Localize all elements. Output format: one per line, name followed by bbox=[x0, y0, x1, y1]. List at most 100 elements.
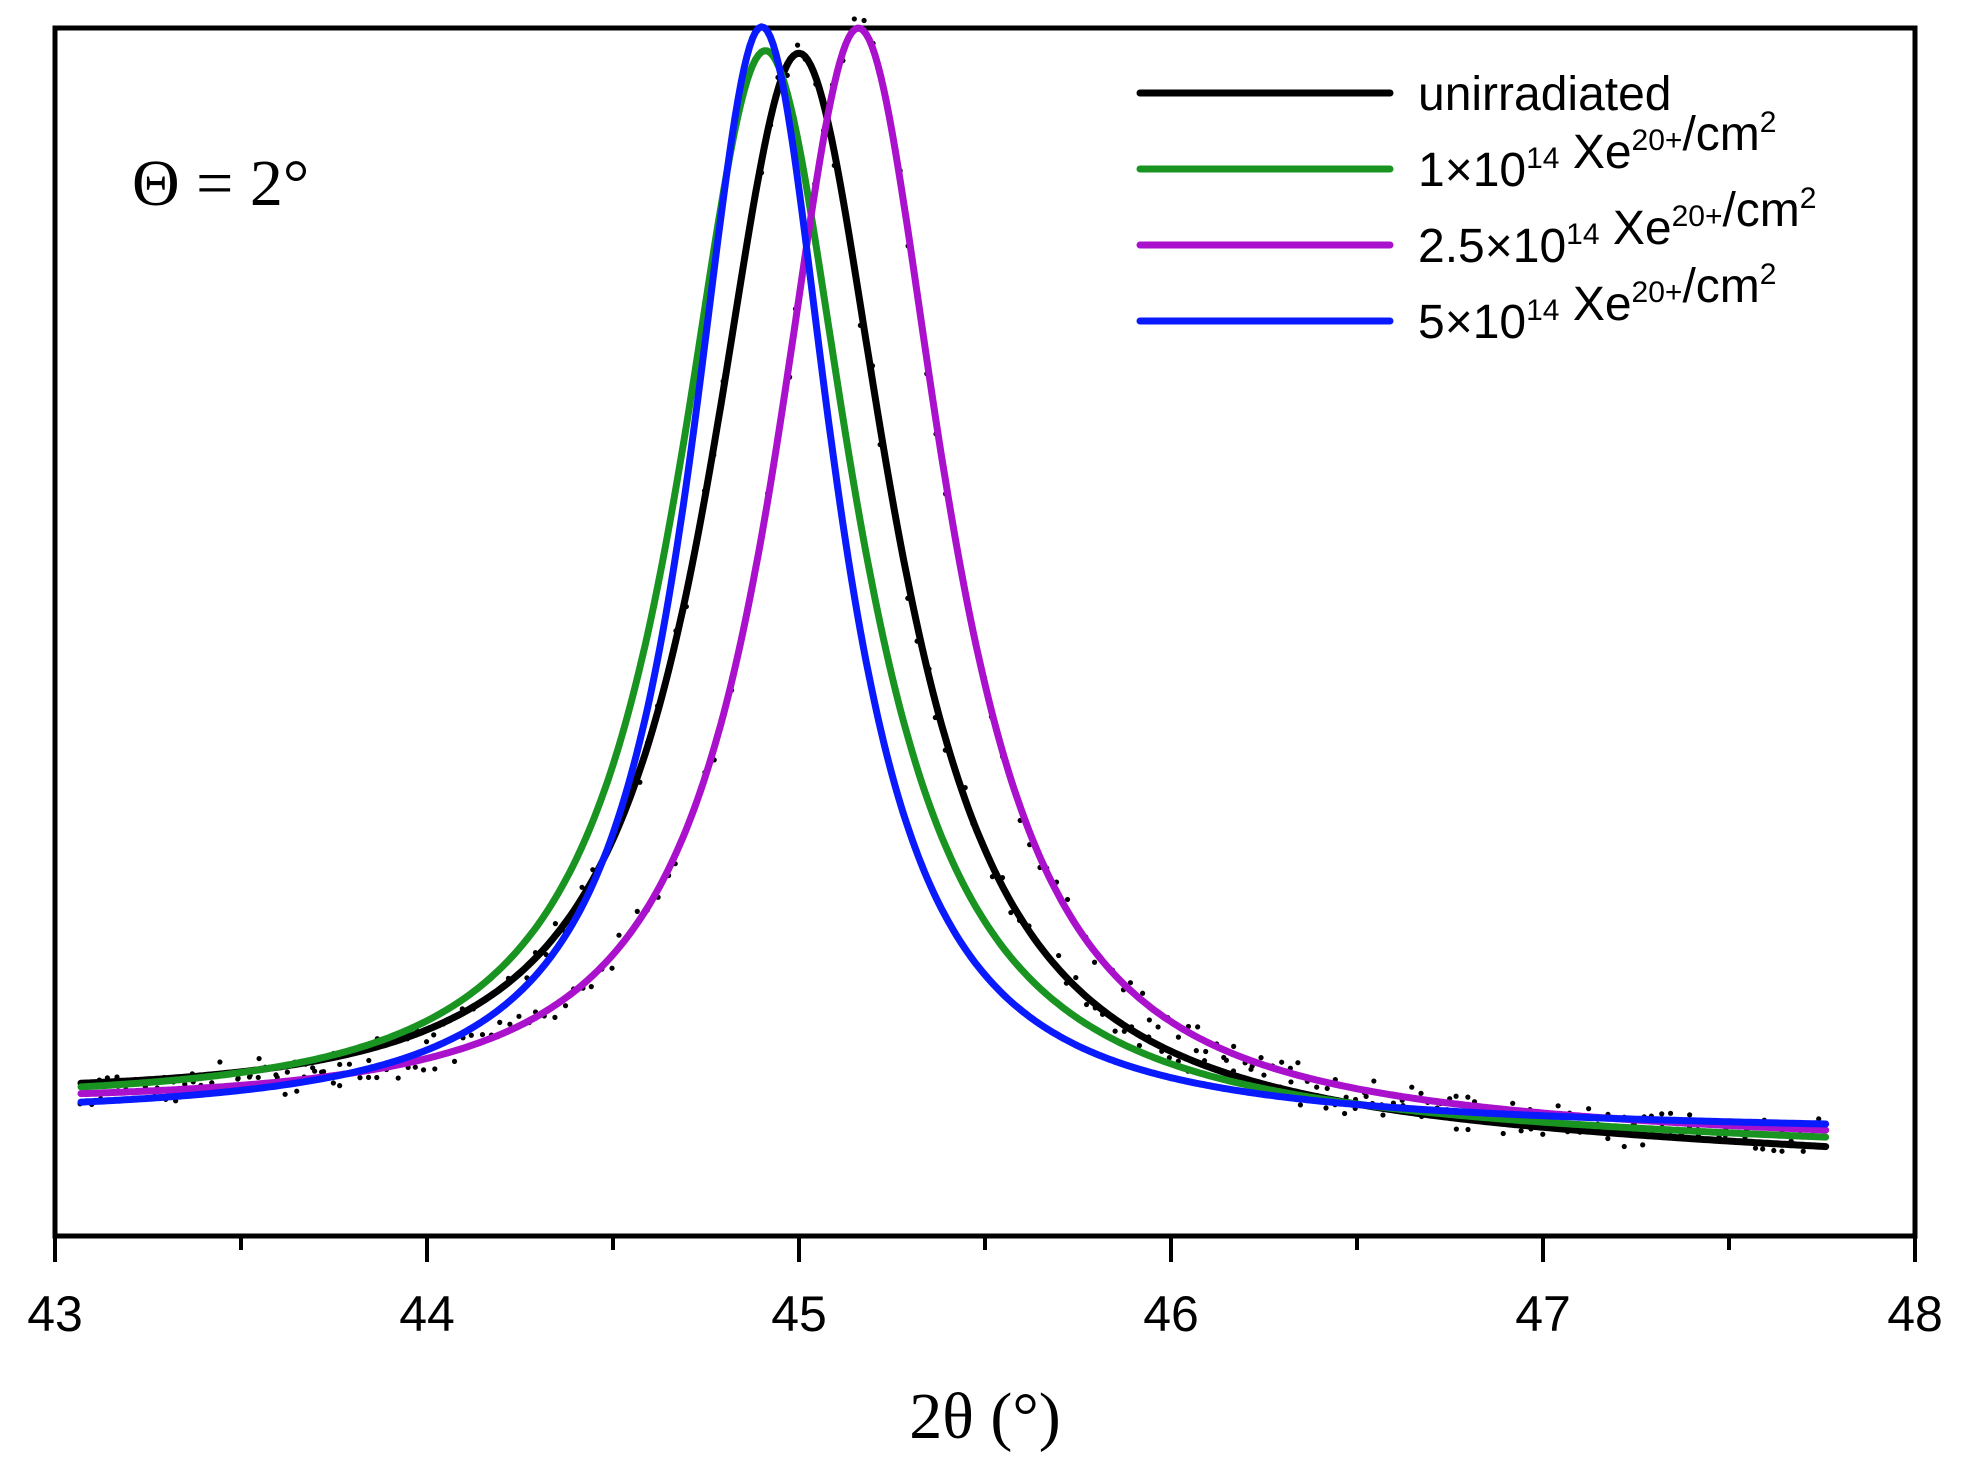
data-point bbox=[1155, 1024, 1161, 1030]
data-point bbox=[1324, 1085, 1330, 1092]
data-point bbox=[1371, 1078, 1377, 1084]
data-point bbox=[1540, 1131, 1546, 1137]
data-point bbox=[310, 1065, 316, 1071]
data-point bbox=[1380, 1112, 1386, 1118]
data-point bbox=[1073, 974, 1079, 981]
data-point bbox=[609, 965, 615, 971]
x-tick-label: 45 bbox=[771, 1286, 827, 1342]
x-axis-title: 2θ (°) bbox=[909, 1380, 1060, 1453]
data-point bbox=[634, 908, 640, 914]
legend-label-1: unirradiated bbox=[1418, 68, 1672, 121]
data-point bbox=[235, 1076, 241, 1082]
data-point bbox=[851, 16, 857, 22]
data-point bbox=[1779, 1148, 1785, 1154]
data-point bbox=[432, 1066, 438, 1072]
data-point bbox=[1453, 1126, 1459, 1132]
data-point bbox=[1605, 1135, 1611, 1142]
data-point bbox=[1659, 1111, 1665, 1117]
data-point bbox=[1453, 1093, 1459, 1099]
data-point bbox=[423, 1039, 430, 1045]
x-axis-ticks: 43 44 45 46 47 48 bbox=[27, 1236, 1943, 1342]
data-point bbox=[217, 1059, 223, 1065]
data-point bbox=[1418, 1090, 1424, 1096]
data-point bbox=[1800, 1148, 1806, 1154]
data-point bbox=[1465, 1094, 1471, 1100]
data-point bbox=[1465, 1126, 1471, 1133]
data-point bbox=[420, 1067, 427, 1073]
data-point bbox=[1500, 1130, 1506, 1137]
data-point bbox=[468, 1032, 474, 1038]
data-point bbox=[1295, 1060, 1301, 1066]
data-point bbox=[1314, 1084, 1320, 1090]
data-point bbox=[412, 1064, 418, 1070]
series-line-1 bbox=[77, 49, 1830, 1151]
data-point bbox=[431, 1032, 437, 1038]
data-point bbox=[256, 1055, 262, 1062]
data-point bbox=[1008, 909, 1014, 916]
legend-label-2: 1×1014 Xe20+/cm2 bbox=[1418, 106, 1776, 197]
x-tick-label: 43 bbox=[27, 1286, 83, 1342]
data-point bbox=[1056, 952, 1062, 959]
data-point bbox=[337, 1061, 343, 1068]
legend-label-3: 2.5×1014 Xe20+/cm2 bbox=[1418, 182, 1816, 273]
data-point bbox=[366, 1057, 372, 1064]
data-point bbox=[1279, 1059, 1285, 1065]
data-point bbox=[1091, 959, 1098, 965]
data-point bbox=[365, 1074, 372, 1080]
data-point bbox=[1409, 1084, 1415, 1090]
data-point bbox=[1127, 980, 1134, 986]
data-point bbox=[282, 1091, 288, 1097]
data-point bbox=[479, 1031, 486, 1038]
data-point bbox=[1136, 1042, 1143, 1049]
data-point bbox=[588, 984, 594, 990]
data-point bbox=[357, 1075, 363, 1081]
data-point bbox=[616, 932, 622, 938]
data-point bbox=[1510, 1100, 1516, 1106]
data-point bbox=[330, 1080, 336, 1086]
series-line-2 bbox=[77, 47, 1830, 1141]
data-point bbox=[1752, 1145, 1759, 1151]
data-point bbox=[1112, 1028, 1118, 1034]
legend-label-4: 5×1014 Xe20+/cm2 bbox=[1418, 258, 1776, 349]
series-line-3 bbox=[77, 24, 1830, 1134]
data-point bbox=[451, 1058, 458, 1064]
data-point bbox=[1231, 1043, 1237, 1049]
data-point bbox=[1760, 1146, 1766, 1152]
data-point bbox=[1323, 1105, 1329, 1111]
data-point bbox=[1193, 1048, 1199, 1054]
data-point bbox=[1221, 1054, 1227, 1061]
series-line-4 bbox=[77, 23, 1830, 1128]
data-point bbox=[1586, 1106, 1592, 1112]
data-point bbox=[1288, 1079, 1294, 1085]
x-tick-label: 47 bbox=[1515, 1286, 1571, 1342]
data-point bbox=[1203, 1048, 1209, 1055]
data-point bbox=[516, 1013, 522, 1019]
data-point bbox=[320, 1069, 327, 1075]
data-point bbox=[284, 1069, 290, 1075]
theta-annotation: Θ = 2° bbox=[132, 147, 309, 220]
data-point bbox=[1518, 1128, 1524, 1134]
data-point bbox=[346, 1061, 353, 1067]
data-point bbox=[337, 1083, 343, 1089]
x-tick-label: 48 bbox=[1887, 1286, 1943, 1342]
data-point bbox=[579, 884, 585, 890]
data-point bbox=[1261, 1072, 1267, 1078]
fit-curves bbox=[77, 23, 1830, 1151]
data-point bbox=[562, 1003, 569, 1009]
data-point bbox=[1555, 1103, 1561, 1109]
data-point bbox=[1166, 1055, 1172, 1061]
data-point bbox=[497, 1019, 503, 1025]
data-point bbox=[1621, 1143, 1627, 1150]
data-points bbox=[77, 16, 1825, 1154]
data-point bbox=[1640, 1142, 1646, 1148]
data-point bbox=[182, 1081, 188, 1087]
data-point bbox=[395, 1075, 401, 1081]
data-point bbox=[1146, 1017, 1152, 1023]
data-point bbox=[794, 42, 801, 48]
data-point bbox=[1297, 1102, 1304, 1108]
data-point bbox=[294, 1088, 300, 1094]
data-point bbox=[1083, 1001, 1090, 1008]
data-point bbox=[1667, 1110, 1674, 1116]
